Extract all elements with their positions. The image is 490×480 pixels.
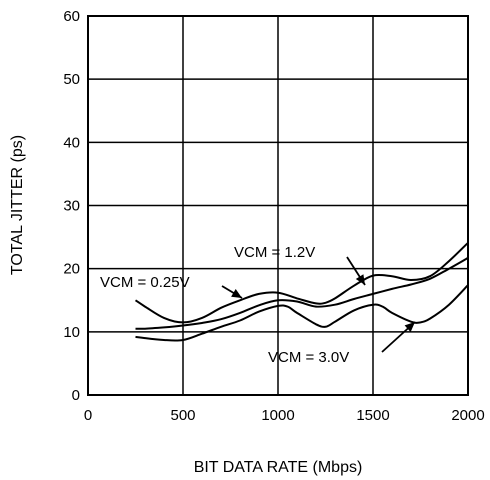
annotation-vcm-30v: VCM = 3.0V xyxy=(268,349,349,366)
arrowhead-icon xyxy=(355,274,365,285)
arrowhead-icon xyxy=(404,322,415,333)
y-tick-label: 40 xyxy=(63,134,80,151)
y-tick-label: 60 xyxy=(63,8,80,25)
x-tick-label: 0 xyxy=(84,407,92,424)
y-axis-label: TOTAL JITTER (ps) xyxy=(9,135,26,275)
annotation-vcm-12v: VCM = 1.2V xyxy=(234,244,315,261)
x-tick-labels: 0 500 1000 1500 2000 xyxy=(84,407,485,424)
y-tick-label: 20 xyxy=(63,261,80,278)
y-tick-label: 50 xyxy=(63,71,80,88)
x-tick-label: 500 xyxy=(170,407,195,424)
y-tick-label: 10 xyxy=(63,324,80,341)
x-tick-label: 2000 xyxy=(451,407,484,424)
plot-frame xyxy=(87,15,469,396)
series-line-vcm-025v xyxy=(134,242,469,324)
y-tick-label: 30 xyxy=(63,198,80,215)
series-line-vcm-12v xyxy=(135,257,469,330)
x-tick-label: 1000 xyxy=(261,407,294,424)
x-tick-label: 1500 xyxy=(356,407,389,424)
x-axis-label: BIT DATA RATE (Mbps) xyxy=(194,459,363,476)
y-tick-labels: 0 10 20 30 40 50 60 xyxy=(63,8,80,404)
arrowhead-icon xyxy=(231,289,242,298)
annotation-vcm-025v: VCM = 0.25V xyxy=(100,274,190,291)
y-tick-label: 0 xyxy=(72,387,80,404)
series-annotations: VCM = 0.25V VCM = 1.2V VCM = 3.0V xyxy=(100,244,416,366)
